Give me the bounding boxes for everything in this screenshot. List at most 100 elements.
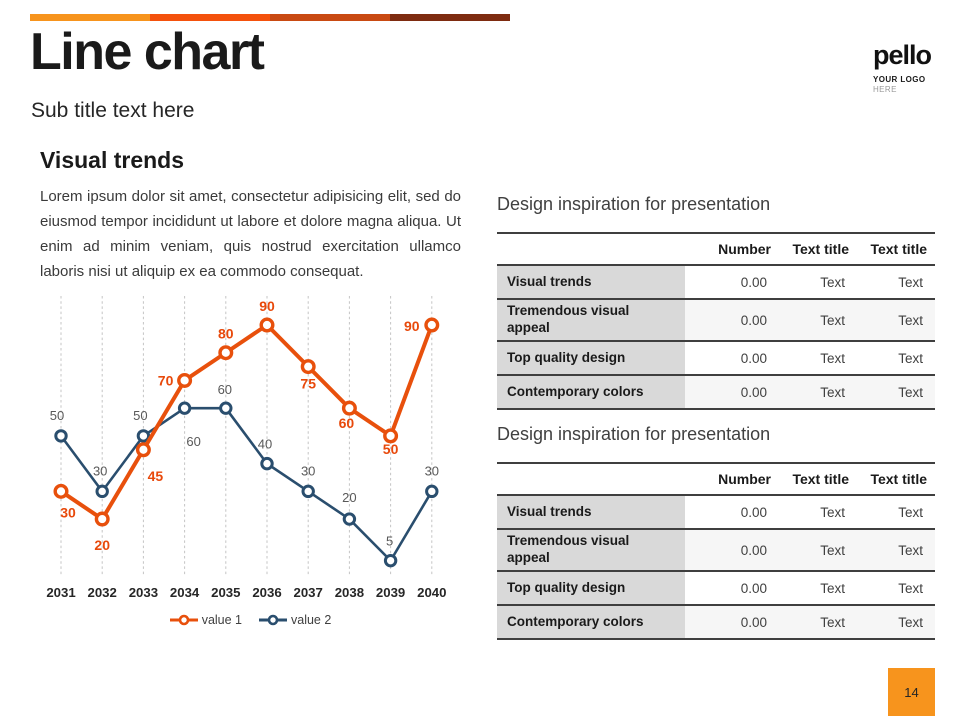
row-label: Top quality design [497, 341, 685, 375]
table-header-text-title-1: Text title [779, 462, 857, 496]
row-label: Visual trends [497, 495, 685, 529]
line-chart: 2031 2032 2033 2034 2035 2036 2037 2038 2039 2040… [30, 288, 470, 627]
cell-text-1: Text [779, 529, 857, 571]
cell-text-1: Text [820, 504, 845, 520]
svg-text:2038: 2038 [335, 585, 364, 600]
cell-number: 0.00 [685, 299, 779, 341]
cell-number: 0.00 [740, 350, 767, 366]
cell-text-1: Text [820, 274, 845, 290]
svg-text:2037: 2037 [294, 585, 323, 600]
svg-text:50: 50 [133, 408, 147, 423]
cell-number: 0.00 [685, 375, 779, 409]
svg-text:40: 40 [258, 437, 272, 452]
cell-number: 0.00 [740, 580, 767, 596]
legend-item-value-1: value 1 [169, 613, 242, 627]
table-row: Visual trends 0.00 Text Text [497, 495, 935, 529]
table-row: Visual trends 0.00 Text Text [497, 265, 935, 299]
svg-text:5: 5 [386, 534, 393, 549]
svg-text:60: 60 [218, 382, 232, 397]
svg-text:2036: 2036 [252, 585, 281, 600]
logo-tagline-2: HERE [873, 85, 897, 94]
legend-line-marker-icon [169, 614, 198, 626]
cell-text-2: Text [857, 605, 935, 639]
svg-text:2040: 2040 [417, 585, 446, 600]
svg-text:20: 20 [94, 537, 110, 553]
cell-text-1: Text [779, 299, 857, 341]
table-header-empty [497, 462, 685, 496]
svg-text:80: 80 [218, 326, 234, 342]
table-2: Number Text title Text title Visual tren… [497, 462, 935, 640]
accent-bar-segment-1 [30, 14, 150, 21]
table-row: Contemporary colors 0.00 Text Text [497, 375, 935, 409]
logo-tagline-1: YOUR LOGO [873, 75, 926, 84]
cell-number: 0.00 [685, 605, 779, 639]
cell-text-2: Text [857, 299, 935, 341]
accent-bar-segment-4 [390, 14, 510, 21]
logo-brand: pello [873, 40, 932, 70]
table-header-text-title-1: Text title [779, 232, 857, 266]
row-label: Tremendous visual appeal [497, 299, 685, 341]
cell-number: 0.00 [685, 529, 779, 571]
table-1: Number Text title Text title Visual tren… [497, 232, 935, 410]
cell-number: 0.00 [740, 504, 767, 520]
table-header-number: Number [685, 462, 779, 496]
svg-text:90: 90 [404, 318, 420, 334]
svg-text:50: 50 [50, 408, 64, 423]
line-chart-canvas: 2031 2032 2033 2034 2035 2036 2037 2038 2039 2040… [46, 296, 446, 600]
cell-text-2: Text [857, 529, 935, 571]
table-header-text-title-2: Text title [857, 232, 935, 266]
svg-text:50: 50 [383, 441, 399, 457]
cell-text-2: Text [898, 580, 923, 596]
svg-text:2039: 2039 [376, 585, 405, 600]
svg-text:2032: 2032 [88, 585, 117, 600]
cell-text-2: Text [857, 375, 935, 409]
table-row: Tremendous visual appeal 0.00 Text Text [497, 529, 935, 571]
row-label: Tremendous visual appeal [497, 529, 685, 571]
table-title-2: Design inspiration for presentation [497, 424, 771, 444]
svg-text:2035: 2035 [211, 585, 240, 600]
svg-text:30: 30 [301, 463, 315, 478]
body-text: Lorem ipsum dolor sit amet, consectetur … [40, 188, 461, 280]
page-subtitle: Sub title text here [31, 99, 195, 122]
table-header-row: Number Text title Text title [497, 232, 935, 266]
cell-text-1: Text [779, 605, 857, 639]
table-header-text-title-2: Text title [857, 462, 935, 496]
table-row: Contemporary colors 0.00 Text Text [497, 605, 935, 639]
cell-text-2: Text [898, 350, 923, 366]
section-heading: Visual trends [40, 147, 185, 173]
svg-text:60: 60 [186, 434, 200, 449]
cell-number: 0.00 [740, 274, 767, 290]
svg-text:2031: 2031 [46, 585, 75, 600]
cell-text-2: Text [898, 274, 923, 290]
svg-text:70: 70 [158, 372, 174, 388]
cell-text-1: Text [820, 350, 845, 366]
svg-text:90: 90 [259, 298, 275, 314]
legend-label: value 2 [291, 613, 332, 627]
svg-text:30: 30 [60, 504, 76, 520]
accent-bar-segment-2 [150, 14, 270, 21]
chart-legend: value 1 value 2 [30, 613, 470, 627]
svg-text:45: 45 [148, 468, 164, 484]
table-row: Tremendous visual appeal 0.00 Text Text [497, 299, 935, 341]
table-row: Top quality design 0.00 Text Text [497, 571, 935, 605]
table-title-1: Design inspiration for presentation [497, 194, 771, 214]
svg-text:75: 75 [300, 376, 316, 392]
page-title: Line chart [30, 23, 265, 81]
table-header-empty [497, 232, 685, 266]
accent-bar [30, 14, 510, 21]
row-label: Top quality design [497, 571, 685, 605]
accent-bar-segment-3 [270, 14, 390, 21]
svg-text:30: 30 [425, 463, 439, 478]
cell-text-1: Text [779, 375, 857, 409]
table-header-row: Number Text title Text title [497, 462, 935, 496]
svg-text:30: 30 [93, 463, 107, 478]
svg-text:60: 60 [339, 415, 355, 431]
table-row: Top quality design 0.00 Text Text [497, 341, 935, 375]
svg-text:2034: 2034 [170, 585, 200, 600]
row-label: Contemporary colors [497, 375, 685, 409]
cell-text-2: Text [898, 504, 923, 520]
legend-item-value-2: value 2 [258, 613, 331, 627]
row-label: Visual trends [497, 265, 685, 299]
table-header-number: Number [685, 232, 779, 266]
